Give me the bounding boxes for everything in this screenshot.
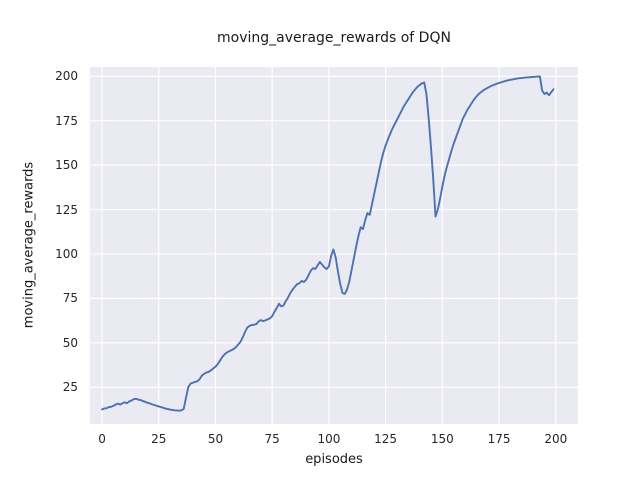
- x-tick-label: 75: [264, 432, 280, 446]
- y-tick-label: 150: [55, 158, 78, 173]
- x-tick-label: 0: [98, 432, 106, 446]
- y-tick-label: 25: [62, 380, 78, 395]
- x-tick-label: 100: [317, 432, 341, 446]
- x-tick-label: 200: [544, 432, 568, 446]
- y-tick-label: 175: [55, 113, 78, 128]
- chart-title: moving_average_rewards of DQN: [217, 30, 451, 46]
- x-tick-label: 125: [374, 432, 398, 446]
- y-tick-label: 75: [62, 291, 78, 306]
- x-tick-label: 50: [207, 432, 224, 446]
- x-axis-label: episodes: [305, 452, 363, 467]
- y-tick-label: 200: [55, 69, 78, 84]
- x-tick-label: 150: [430, 432, 454, 446]
- y-tick-label: 50: [62, 335, 78, 350]
- plot-background: [90, 67, 578, 424]
- reward-line: [101, 75, 555, 412]
- y-tick-label: 125: [55, 202, 78, 217]
- x-tick-label: 175: [487, 432, 511, 446]
- x-tick-label: 25: [151, 432, 167, 446]
- y-tick-label: 100: [55, 246, 78, 261]
